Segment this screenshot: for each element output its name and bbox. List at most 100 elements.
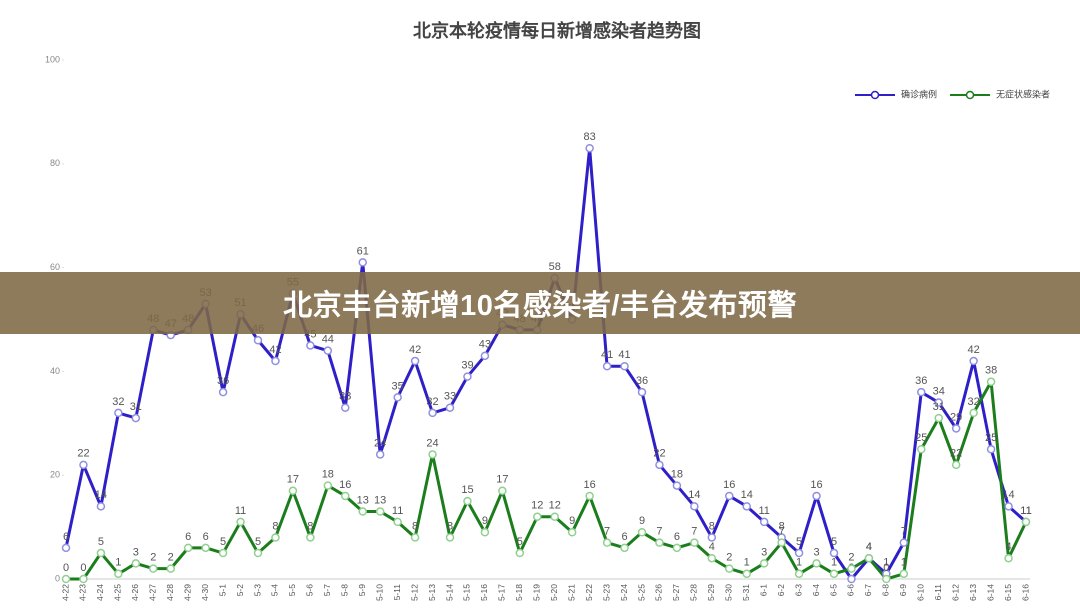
point [934, 413, 943, 423]
point [725, 491, 734, 501]
point [1004, 502, 1013, 511]
value-label: 1 [901, 557, 907, 569]
x-tick-label: 5-31 [741, 584, 751, 601]
value-label: 36 [217, 375, 229, 387]
value-label: 36 [915, 375, 927, 387]
point [288, 486, 298, 496]
x-tick-label: 5-19 [532, 584, 542, 601]
value-label: 3 [761, 546, 767, 558]
point [777, 538, 786, 547]
value-label: 13 [374, 494, 386, 506]
point [445, 533, 455, 542]
point [934, 398, 943, 407]
value-label: 11 [1020, 505, 1031, 517]
point [306, 341, 315, 350]
value-label: 22 [950, 448, 962, 460]
x-tick-label: 6-10 [916, 584, 926, 601]
legend-marker [870, 90, 880, 100]
value-label: 2 [726, 552, 732, 564]
x-tick-label: 5-8 [340, 584, 350, 597]
value-label: 29 [950, 411, 962, 423]
value-label: 32 [112, 396, 124, 408]
value-label: 3 [133, 546, 139, 558]
x-tick-label: 6-12 [950, 584, 960, 601]
x-tick-label: 5-26 [654, 584, 664, 601]
point [271, 356, 280, 366]
x-tick-label: 4-23 [78, 584, 88, 601]
value-label: 1 [744, 557, 750, 569]
point [759, 559, 769, 568]
value-label: 4 [1005, 541, 1011, 553]
point [96, 548, 106, 558]
point [602, 361, 612, 371]
point [131, 559, 141, 568]
point [951, 424, 961, 433]
point [899, 569, 909, 579]
x-tick-label: 5-3 [252, 584, 262, 597]
point [253, 548, 263, 558]
value-label: 8 [779, 520, 785, 532]
value-label: 41 [618, 349, 630, 361]
x-tick-label: 5-24 [619, 584, 629, 601]
point [131, 413, 141, 423]
value-label: 6 [674, 531, 680, 543]
value-label: 36 [636, 375, 648, 387]
value-label: 0 [63, 562, 69, 574]
point [410, 356, 420, 366]
value-label: 5 [831, 536, 837, 548]
value-label: 7 [691, 526, 697, 538]
point [201, 543, 210, 553]
x-tick-label: 5-12 [409, 584, 419, 601]
chart-title: 北京本轮疫情每日新增感染者趋势图 [413, 20, 701, 41]
value-label: 11 [235, 505, 246, 517]
value-label: 1 [796, 557, 802, 569]
value-label: 1 [115, 557, 121, 569]
x-tick-label: 5-5 [287, 584, 297, 597]
value-label: 14 [95, 489, 107, 501]
value-label: 34 [933, 385, 945, 397]
point [794, 548, 804, 558]
x-tick-label: 4-26 [130, 584, 140, 601]
point [480, 351, 490, 361]
value-label: 11 [392, 505, 403, 517]
x-tick-label: 5-22 [584, 584, 594, 601]
point [969, 408, 978, 418]
x-tick-label: 5-23 [601, 584, 611, 601]
point [602, 538, 612, 547]
point [847, 574, 856, 584]
point [61, 574, 71, 584]
x-tick-label: 5-15 [462, 584, 472, 601]
x-tick-label: 5-9 [357, 584, 367, 597]
value-label: 8 [447, 520, 453, 532]
x-tick-label: 4-29 [182, 584, 192, 601]
x-tick-label: 6-13 [968, 584, 978, 601]
value-label: 17 [496, 474, 508, 486]
point [812, 491, 821, 501]
value-label: 42 [968, 344, 980, 356]
x-tick-label: 4-25 [113, 584, 123, 601]
point [341, 403, 350, 412]
point [410, 533, 420, 542]
point [218, 387, 228, 397]
x-tick-label: 5-13 [427, 584, 437, 601]
value-label: 42 [409, 344, 421, 356]
value-label: 7 [901, 526, 907, 538]
x-tick-label: 5-4 [270, 584, 280, 597]
value-label: 6 [185, 531, 191, 543]
value-label: 33 [339, 391, 351, 403]
x-tick-label: 6-15 [1003, 584, 1013, 601]
x-tick-label: 5-6 [305, 584, 315, 597]
y-tick-label: 0 [55, 573, 60, 583]
x-tick-label: 6-16 [1020, 584, 1030, 601]
value-label: 58 [549, 261, 561, 273]
x-tick-label: 5-14 [444, 584, 454, 601]
point [271, 533, 280, 542]
x-tick-label: 5-25 [636, 584, 646, 601]
value-label: 11 [1020, 505, 1031, 517]
point [567, 528, 577, 537]
point [742, 502, 751, 511]
point [463, 496, 472, 506]
value-label: 25 [985, 432, 997, 444]
y-tick-label: 20 [50, 470, 60, 480]
